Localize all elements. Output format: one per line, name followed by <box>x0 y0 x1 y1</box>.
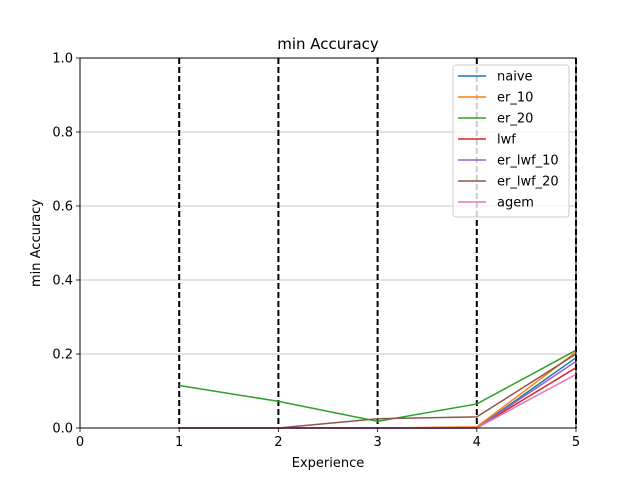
y-tick-label-5: 1.0 <box>52 52 73 67</box>
legend-label-er_10: er_10 <box>497 91 533 106</box>
x-tick-label-1: 1 <box>175 435 183 450</box>
x-tick-label-4: 4 <box>473 435 481 450</box>
legend-box <box>452 64 570 218</box>
legend-label-agem: agem <box>497 196 534 211</box>
legend-label-lwf: lwf <box>497 133 516 148</box>
legend-label-er_20: er_20 <box>497 112 533 127</box>
legend-label-er_lwf_10: er_lwf_10 <box>497 154 559 169</box>
axes-frame <box>79 57 577 429</box>
x-tick-label-5: 5 <box>572 435 580 450</box>
ticks: 0 1 2 3 4 5 0.0 0.2 0.4 0.6 0.8 1.0 <box>52 52 580 451</box>
legend-label-naive: naive <box>497 70 533 85</box>
y-tick-label-4: 0.8 <box>52 126 73 141</box>
x-axis-label: Experience <box>292 456 365 471</box>
y-tick-label-3: 0.6 <box>52 200 73 215</box>
chart-title: min Accuracy <box>277 35 379 53</box>
y-tick-label-1: 0.2 <box>52 348 73 363</box>
x-tick-label-3: 3 <box>373 435 381 450</box>
legend-label-er_lwf_20: er_lwf_20 <box>497 175 559 190</box>
y-tick-label-2: 0.4 <box>52 274 73 289</box>
y-axis-label: min Accuracy <box>29 199 44 287</box>
x-tick-label-0: 0 <box>76 435 84 450</box>
y-tick-label-0: 0.0 <box>52 422 73 437</box>
x-tick-label-2: 2 <box>274 435 282 450</box>
